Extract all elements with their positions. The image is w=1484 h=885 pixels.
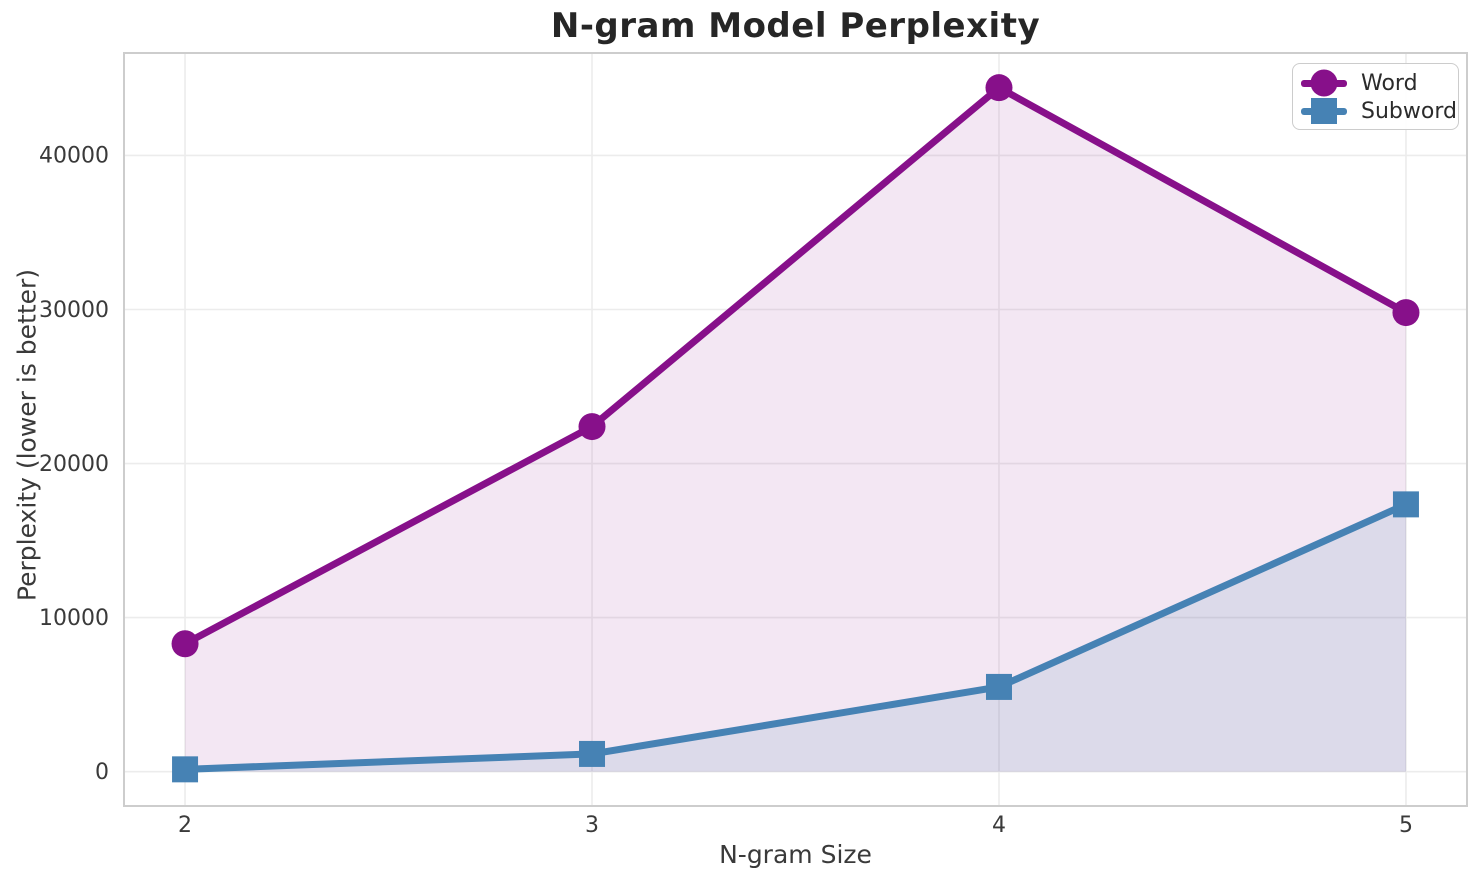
legend: Word Subword [1292, 63, 1459, 130]
x-tick-label: 2 [178, 813, 192, 838]
legend-item-word: Word [1301, 69, 1450, 97]
subword-legend-key [1301, 97, 1347, 125]
subword-marker [579, 740, 606, 767]
y-tick-label: 40000 [39, 144, 109, 169]
y-tick-label: 10000 [39, 606, 109, 631]
x-tick-label: 5 [1399, 813, 1413, 838]
subword-series-line [181, 500, 1410, 773]
x-tick-label: 4 [992, 813, 1006, 838]
subword-marker [1392, 491, 1419, 518]
plot-border [123, 52, 1468, 807]
legend-label-word: Word [1361, 70, 1418, 96]
square-marker-icon [1311, 98, 1337, 124]
y-tick-label: 20000 [39, 452, 109, 477]
word-series-line [181, 84, 1410, 648]
y-tick-label: 30000 [39, 298, 109, 323]
word-marker [1392, 299, 1420, 327]
word-marker [985, 74, 1013, 102]
word-marker [171, 630, 199, 658]
subword-marker [172, 756, 199, 783]
y-tick-label: 0 [95, 760, 109, 785]
word-marker [578, 413, 606, 441]
subword-area-fill [185, 504, 1406, 772]
legend-label-subword: Subword [1361, 98, 1457, 124]
word-area-fill [185, 87, 1406, 772]
x-axis-label: N-gram Size [719, 840, 872, 869]
word-legend-key [1301, 69, 1347, 97]
y-axis-label: Perplexity (lower is better) [12, 268, 42, 602]
circle-marker-icon [1310, 69, 1338, 97]
x-tick-label: 3 [585, 813, 599, 838]
subword-marker [985, 673, 1012, 700]
legend-item-subword: Subword [1301, 97, 1457, 125]
chart-title: N-gram Model Perplexity [550, 6, 1041, 46]
